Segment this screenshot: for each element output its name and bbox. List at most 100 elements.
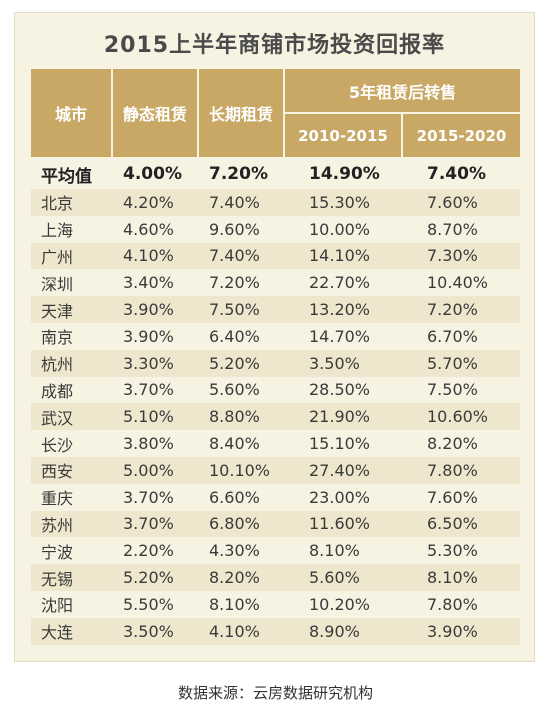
- cell-long-rent: 6.40%: [199, 322, 285, 350]
- cell-static-rent: 4.20%: [113, 189, 199, 216]
- cell-resale-2010-2015: 15.10%: [285, 430, 403, 457]
- cell-static-rent: 2.20%: [113, 537, 199, 565]
- table-title: 2015上半年商铺市场投资回报率: [103, 33, 446, 58]
- cell-static-rent: 4.00%: [113, 159, 199, 189]
- cell-static-rent: 3.50%: [113, 617, 199, 645]
- cell-static-rent: 3.30%: [113, 349, 199, 377]
- cell-city: 重庆: [31, 483, 113, 511]
- cell-static-rent: 3.90%: [113, 296, 199, 323]
- roi-table: 城市 静态租赁 长期租赁 5年租赁后转售 2010-2015 2015-2020…: [31, 69, 521, 645]
- cell-static-rent: 4.10%: [113, 242, 199, 270]
- cell-long-rent: 5.60%: [199, 376, 285, 404]
- cell-city: 长沙: [31, 430, 113, 457]
- table-body: 平均值 4.00% 7.20% 14.90% 7.40% 北京 4.20% 7.40% 15.3…: [31, 159, 521, 645]
- cell-resale-2015-2020: 5.70%: [403, 349, 521, 377]
- cell-resale-2015-2020: 7.60%: [403, 189, 521, 216]
- cell-resale-2010-2015: 8.90%: [285, 617, 403, 645]
- cell-long-rent: 9.60%: [199, 215, 285, 243]
- cell-static-rent: 4.60%: [113, 215, 199, 243]
- cell-resale-2010-2015: 8.10%: [285, 537, 403, 565]
- cell-long-rent: 6.80%: [199, 510, 285, 538]
- cell-city: 成都: [31, 376, 113, 404]
- header-period-2010-2015: 2010-2015: [285, 114, 403, 159]
- cell-resale-2015-2020: 8.70%: [403, 215, 521, 243]
- cell-city: 深圳: [31, 269, 113, 297]
- cell-long-rent: 7.50%: [199, 296, 285, 323]
- cell-city: 苏州: [31, 510, 113, 538]
- cell-resale-2015-2020: 8.10%: [403, 564, 521, 591]
- cell-static-rent: 3.70%: [113, 376, 199, 404]
- cell-resale-2010-2015: 14.10%: [285, 242, 403, 270]
- cell-long-rent: 6.60%: [199, 483, 285, 511]
- cell-resale-2010-2015: 13.20%: [285, 296, 403, 323]
- cell-resale-2015-2020: 6.70%: [403, 322, 521, 350]
- cell-city: 大连: [31, 617, 113, 645]
- cell-resale-2010-2015: 14.90%: [285, 159, 403, 189]
- cell-long-rent: 4.10%: [199, 617, 285, 645]
- cell-resale-2015-2020: 6.50%: [403, 510, 521, 538]
- cell-resale-2015-2020: 7.30%: [403, 242, 521, 270]
- cell-static-rent: 5.50%: [113, 590, 199, 618]
- table-row: 南京 3.90% 6.40% 14.70% 6.70%: [31, 322, 521, 350]
- cell-long-rent: 7.40%: [199, 242, 285, 270]
- cell-long-rent: 5.20%: [199, 349, 285, 377]
- cell-resale-2015-2020: 10.60%: [403, 403, 521, 431]
- cell-long-rent: 4.30%: [199, 537, 285, 565]
- cell-long-rent: 8.80%: [199, 403, 285, 431]
- table-row: 西安 5.00% 10.10% 27.40% 7.80%: [31, 456, 521, 484]
- cell-resale-2015-2020: 7.80%: [403, 590, 521, 618]
- cell-static-rent: 5.00%: [113, 456, 199, 484]
- cell-resale-2010-2015: 15.30%: [285, 189, 403, 216]
- cell-static-rent: 3.80%: [113, 430, 199, 457]
- cell-resale-2010-2015: 22.70%: [285, 269, 403, 297]
- table-row: 广州 4.10% 7.40% 14.10% 7.30%: [31, 242, 521, 270]
- cell-long-rent: 10.10%: [199, 456, 285, 484]
- table-row: 大连 3.50% 4.10% 8.90% 3.90%: [31, 617, 521, 645]
- cell-resale-2010-2015: 21.90%: [285, 403, 403, 431]
- table-row: 北京 4.20% 7.40% 15.30% 7.60%: [31, 189, 521, 216]
- cell-resale-2015-2020: 10.40%: [403, 269, 521, 297]
- cell-city: 平均值: [31, 159, 113, 189]
- header-static-rent: 静态租赁: [113, 69, 199, 159]
- cell-city: 广州: [31, 242, 113, 270]
- cell-city: 无锡: [31, 564, 113, 591]
- table-row: 长沙 3.80% 8.40% 15.10% 8.20%: [31, 430, 521, 457]
- cell-resale-2015-2020: 7.40%: [403, 159, 521, 189]
- table-row: 重庆 3.70% 6.60% 23.00% 7.60%: [31, 483, 521, 511]
- table-row: 武汉 5.10% 8.80% 21.90% 10.60%: [31, 403, 521, 431]
- cell-static-rent: 5.20%: [113, 564, 199, 591]
- cell-resale-2010-2015: 14.70%: [285, 322, 403, 350]
- table-row: 宁波 2.20% 4.30% 8.10% 5.30%: [31, 537, 521, 565]
- cell-long-rent: 7.40%: [199, 189, 285, 216]
- header-city: 城市: [31, 69, 113, 159]
- cell-resale-2015-2020: 5.30%: [403, 537, 521, 565]
- cell-city: 上海: [31, 215, 113, 243]
- cell-long-rent: 8.40%: [199, 430, 285, 457]
- table-row: 深圳 3.40% 7.20% 22.70% 10.40%: [31, 269, 521, 297]
- cell-resale-2015-2020: 7.50%: [403, 376, 521, 404]
- cell-city: 北京: [31, 189, 113, 216]
- cell-resale-2015-2020: 7.20%: [403, 296, 521, 323]
- cell-resale-2010-2015: 10.20%: [285, 590, 403, 618]
- table-row: 成都 3.70% 5.60% 28.50% 7.50%: [31, 376, 521, 404]
- cell-resale-2015-2020: 3.90%: [403, 617, 521, 645]
- data-source-caption: 数据来源：云房数据研究机构: [177, 684, 373, 702]
- table-row: 苏州 3.70% 6.80% 11.60% 6.50%: [31, 510, 521, 538]
- table-row: 上海 4.60% 9.60% 10.00% 8.70%: [31, 215, 521, 243]
- cell-resale-2010-2015: 27.40%: [285, 456, 403, 484]
- cell-long-rent: 7.20%: [199, 269, 285, 297]
- cell-long-rent: 7.20%: [199, 159, 285, 189]
- table-row: 无锡 5.20% 8.20% 5.60% 8.10%: [31, 564, 521, 591]
- cell-resale-2015-2020: 8.20%: [403, 430, 521, 457]
- cell-resale-2010-2015: 10.00%: [285, 215, 403, 243]
- cell-city: 西安: [31, 456, 113, 484]
- cell-city: 武汉: [31, 403, 113, 431]
- cell-static-rent: 5.10%: [113, 403, 199, 431]
- cell-resale-2010-2015: 23.00%: [285, 483, 403, 511]
- cell-resale-2010-2015: 3.50%: [285, 349, 403, 377]
- cell-resale-2010-2015: 28.50%: [285, 376, 403, 404]
- header-period-2015-2020: 2015-2020: [403, 114, 521, 159]
- cell-static-rent: 3.40%: [113, 269, 199, 297]
- cell-city: 杭州: [31, 349, 113, 377]
- average-row: 平均值 4.00% 7.20% 14.90% 7.40%: [31, 159, 521, 189]
